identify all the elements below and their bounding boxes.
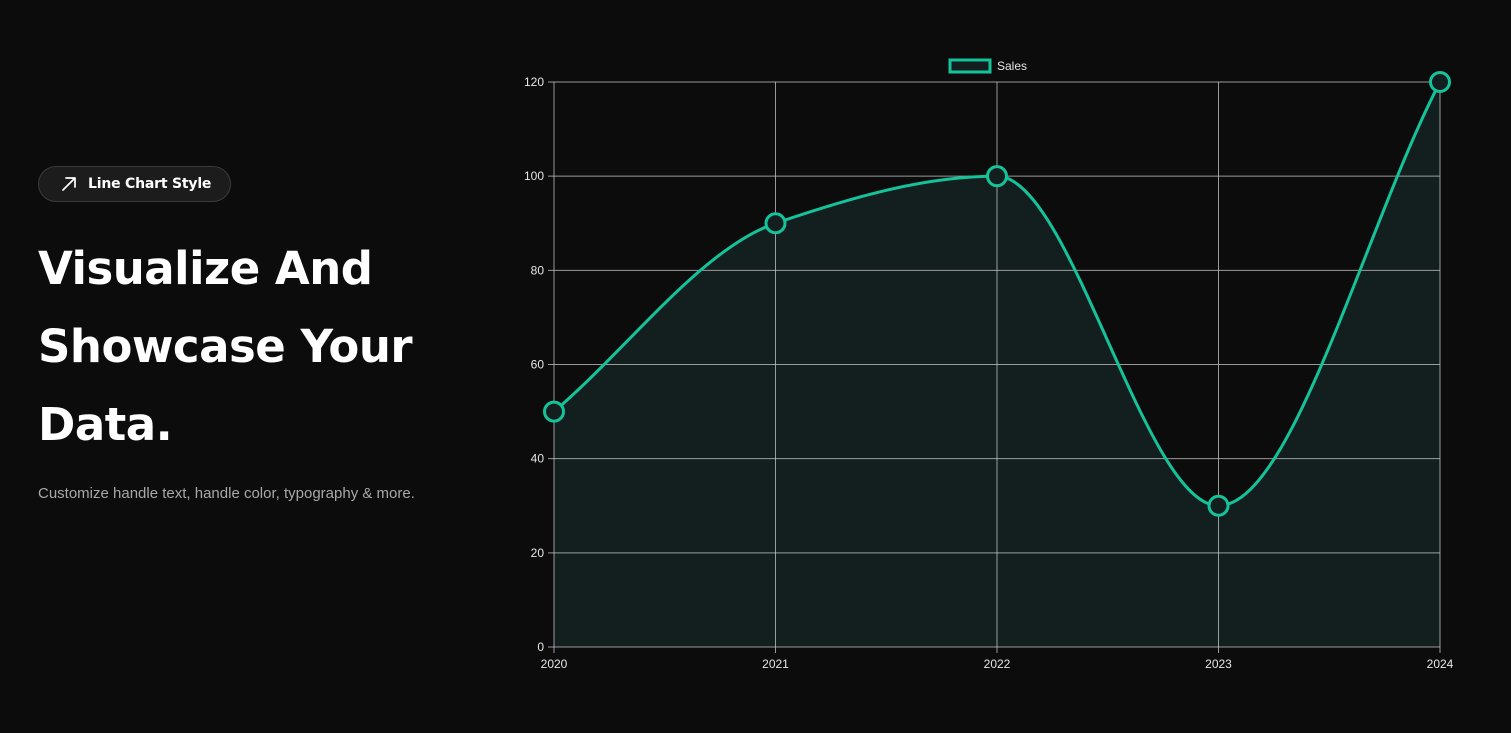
- headline-line-3: Data.: [38, 398, 173, 451]
- data-point[interactable]: [543, 400, 565, 423]
- data-point[interactable]: [986, 165, 1008, 188]
- legend-label[interactable]: Sales: [997, 59, 1027, 73]
- x-tick-label: 2024: [1427, 657, 1454, 671]
- y-tick-label: 60: [531, 358, 545, 372]
- chart-svg: 0 20 40 60 80 100 120 2020 2021 2022 2023 2024 Sales: [524, 58, 1454, 671]
- line-chart-style-badge[interactable]: Line Chart Style: [38, 166, 232, 202]
- x-tick-label: 2022: [984, 657, 1011, 671]
- y-tick-label: 120: [524, 75, 544, 89]
- y-tick-label: 0: [537, 640, 544, 654]
- x-tick-label: 2020: [541, 657, 568, 671]
- y-tick-label: 20: [531, 546, 545, 560]
- subtitle: Customize handle text, handle color, typ…: [38, 485, 415, 502]
- y-tick-label: 80: [531, 263, 545, 277]
- badge-label: Line Chart Style: [88, 176, 212, 192]
- arrow-up-right-icon: [60, 175, 78, 193]
- data-point[interactable]: [764, 212, 787, 235]
- hero-section: Line Chart Style Visualize And Showcase …: [38, 166, 458, 502]
- y-tick-label: 40: [531, 452, 545, 466]
- data-point[interactable]: [1207, 494, 1230, 517]
- x-tick-label: 2021: [762, 657, 789, 671]
- line-chart: 0 20 40 60 80 100 120 2020 2021 2022 2023 2024 Sales: [510, 50, 1470, 680]
- series-line-sales: [553, 81, 1442, 508]
- x-tick-label: 2023: [1205, 657, 1232, 671]
- data-point[interactable]: [1429, 71, 1451, 93]
- headline-line-1: Visualize And: [38, 242, 373, 295]
- legend-swatch[interactable]: [948, 58, 992, 74]
- y-tick-label: 100: [524, 169, 544, 183]
- headline-line-2: Showcase Your: [38, 320, 413, 373]
- page-title: Visualize And Showcase Your Data.: [38, 230, 458, 464]
